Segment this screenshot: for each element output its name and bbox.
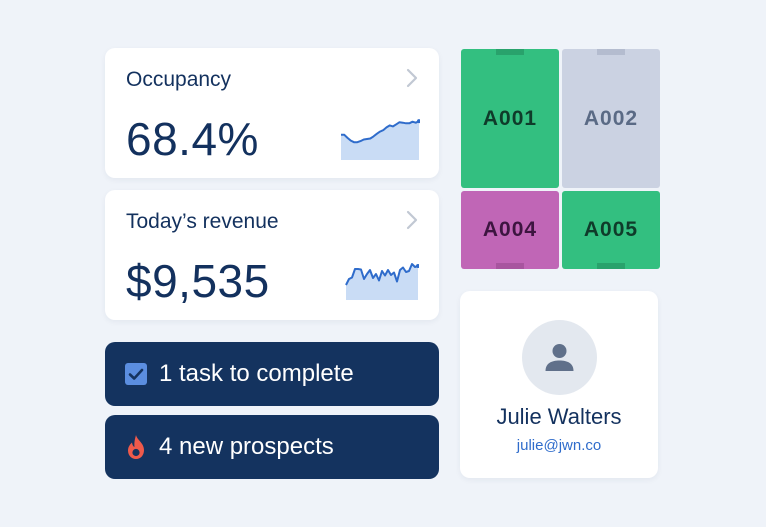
unit-label: A002 (583, 106, 639, 130)
unit-tab (496, 49, 524, 55)
avatar (522, 320, 597, 395)
occupancy-card[interactable]: Occupancy 68.4% (105, 48, 439, 178)
unit-tile-a001[interactable]: A001 (461, 49, 559, 188)
unit-tab (597, 49, 625, 55)
sparkline-line (341, 120, 420, 144)
revenue-sparkline (345, 263, 419, 300)
tasks-button[interactable]: 1 task to complete (105, 342, 439, 406)
sparkline-line (345, 263, 419, 286)
unit-label: A001 (482, 106, 538, 130)
unit-label: A005 (583, 218, 639, 241)
unit-label: A004 (482, 218, 538, 241)
occupancy-sparkline (341, 119, 420, 160)
sparkline-end-point (417, 119, 420, 124)
user-icon (545, 344, 574, 371)
chevron-right-icon[interactable] (401, 67, 423, 89)
unit-tab (496, 263, 524, 269)
sparkline-area (341, 121, 419, 160)
sparkline-end-point (416, 264, 419, 268)
occupancy-title: Occupancy (126, 68, 232, 91)
chevron-right-icon[interactable] (401, 209, 423, 231)
user-card[interactable]: Julie Walters julie@jwn.co (460, 291, 658, 478)
unit-tab (597, 263, 625, 269)
checkbox-icon (125, 363, 147, 385)
unit-tile-a005[interactable]: A005 (562, 191, 660, 269)
revenue-title: Today’s revenue (126, 210, 279, 233)
user-email[interactable]: julie@jwn.co (516, 437, 602, 454)
unit-tile-a002[interactable]: A002 (562, 49, 660, 188)
occupancy-value: 68.4% (126, 113, 259, 165)
revenue-card[interactable]: Today’s revenue $9,535 (105, 190, 439, 320)
tasks-label: 1 task to complete (159, 360, 354, 387)
flame-icon (128, 435, 144, 459)
prospects-button[interactable]: 4 new prospects (105, 415, 439, 479)
revenue-value: $9,535 (126, 255, 270, 307)
user-name: Julie Walters (496, 404, 622, 429)
unit-tile-a004[interactable]: A004 (461, 191, 559, 269)
prospects-label: 4 new prospects (159, 433, 334, 460)
